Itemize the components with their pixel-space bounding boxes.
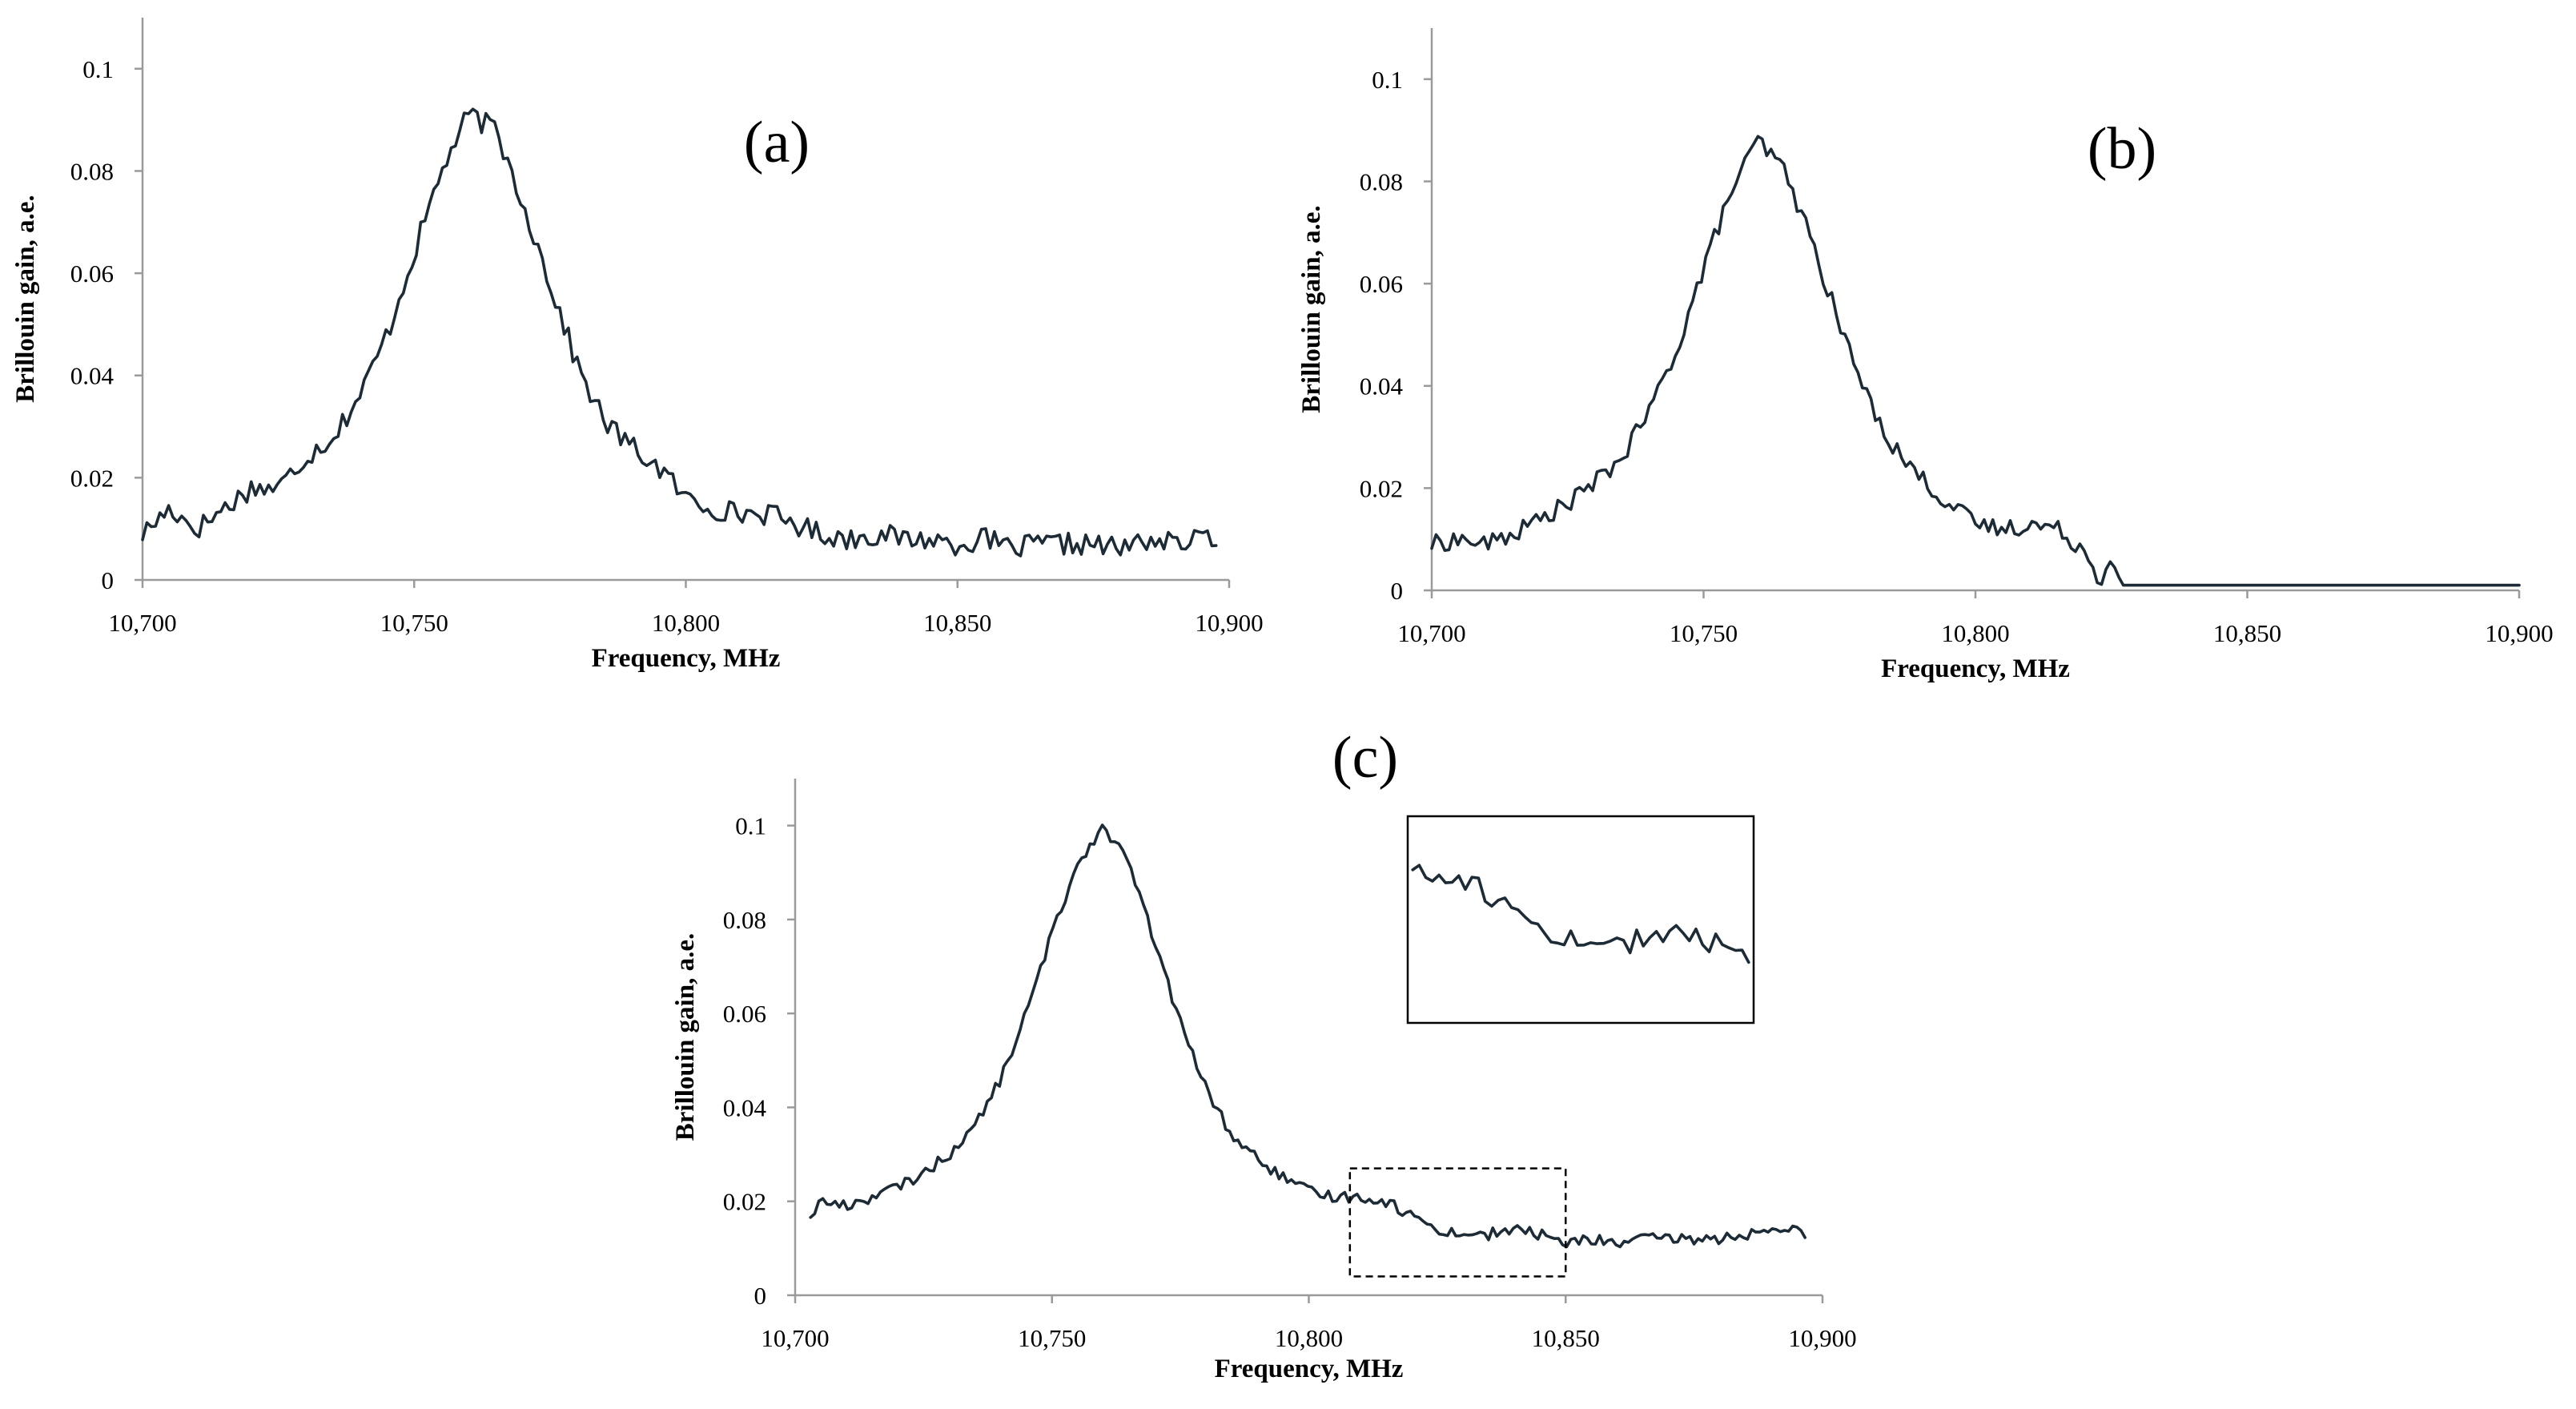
x-tick-label: 10,900 (1788, 1324, 1856, 1352)
series-line (809, 823, 1806, 1249)
zoom-region-box (1348, 1167, 1567, 1278)
series-line (141, 107, 1218, 558)
y-tick-label: 0.04 (1360, 372, 1404, 401)
y-axis-label: Brillouin gain, a.e. (11, 195, 40, 402)
series-line (1430, 135, 2521, 587)
x-tick-label: 10,800 (1941, 619, 2009, 647)
y-tick-label: 0.06 (70, 260, 114, 288)
x-tick-label: 10,800 (652, 609, 720, 637)
chart-b: 0 0.02 0.04 0.06 0.08 0.1 10,700 10,750 10,800 10… (1297, 28, 2554, 683)
x-tick-label: 10,900 (2485, 619, 2553, 647)
y-tick-label: 0.08 (70, 157, 114, 185)
y-tick-label: 0.06 (1360, 270, 1403, 298)
x-axis-label: Frequency, MHz (1881, 654, 2070, 683)
x-axis-label: Frequency, MHz (1215, 1355, 1404, 1383)
x-tick-label: 10,850 (923, 609, 991, 637)
y-tick-label: 0.06 (723, 1000, 766, 1028)
x-tick-label: 10,900 (1195, 609, 1263, 637)
chart-c: 0 0.02 0.04 0.06 0.08 0.1 10,700 10,750 10,800 10… (671, 725, 1857, 1383)
x-tick-label: 10,850 (1532, 1324, 1600, 1352)
zoom-inset-frame (1406, 815, 1755, 1025)
chart-a: 0 0.02 0.04 0.06 0.08 0.1 10,700 10,750 10,800 10… (11, 18, 1264, 673)
y-tick-label: 0.1 (735, 812, 766, 840)
y-tick-label: 0.1 (82, 55, 114, 83)
y-tick-label: 0 (1391, 577, 1404, 605)
x-tick-label: 10,700 (1397, 619, 1465, 647)
y-tick-label: 0.02 (723, 1188, 766, 1216)
y-tick-label: 0.02 (1360, 474, 1403, 502)
x-tick-label: 10,800 (1275, 1324, 1343, 1352)
y-tick-label: 0.02 (70, 464, 114, 492)
x-tick-label: 10,700 (108, 609, 176, 637)
y-tick-label: 0 (754, 1282, 767, 1310)
y-tick-label: 0.04 (70, 362, 115, 390)
y-tick-label: 0.08 (1360, 167, 1403, 195)
x-axis-label: Frequency, MHz (592, 644, 781, 673)
y-tick-label: 0 (102, 566, 115, 594)
x-tick-label: 10,750 (1018, 1324, 1086, 1352)
panel-label: (b) (2088, 116, 2156, 182)
y-tick-label: 0.08 (723, 906, 766, 934)
y-tick-label: 0.04 (723, 1093, 767, 1121)
x-tick-label: 10,700 (761, 1324, 829, 1352)
x-tick-label: 10,750 (380, 609, 448, 637)
y-axis-label: Brillouin gain, a.e. (671, 933, 700, 1141)
panel-label: (a) (744, 110, 810, 175)
x-tick-label: 10,850 (2213, 619, 2281, 647)
zoom-inset-series-line (1411, 864, 1750, 964)
x-tick-label: 10,750 (1670, 619, 1738, 647)
panel-label: (c) (1332, 725, 1398, 791)
y-axis-label: Brillouin gain, a.e. (1297, 205, 1326, 413)
y-tick-label: 0.1 (1372, 66, 1403, 94)
